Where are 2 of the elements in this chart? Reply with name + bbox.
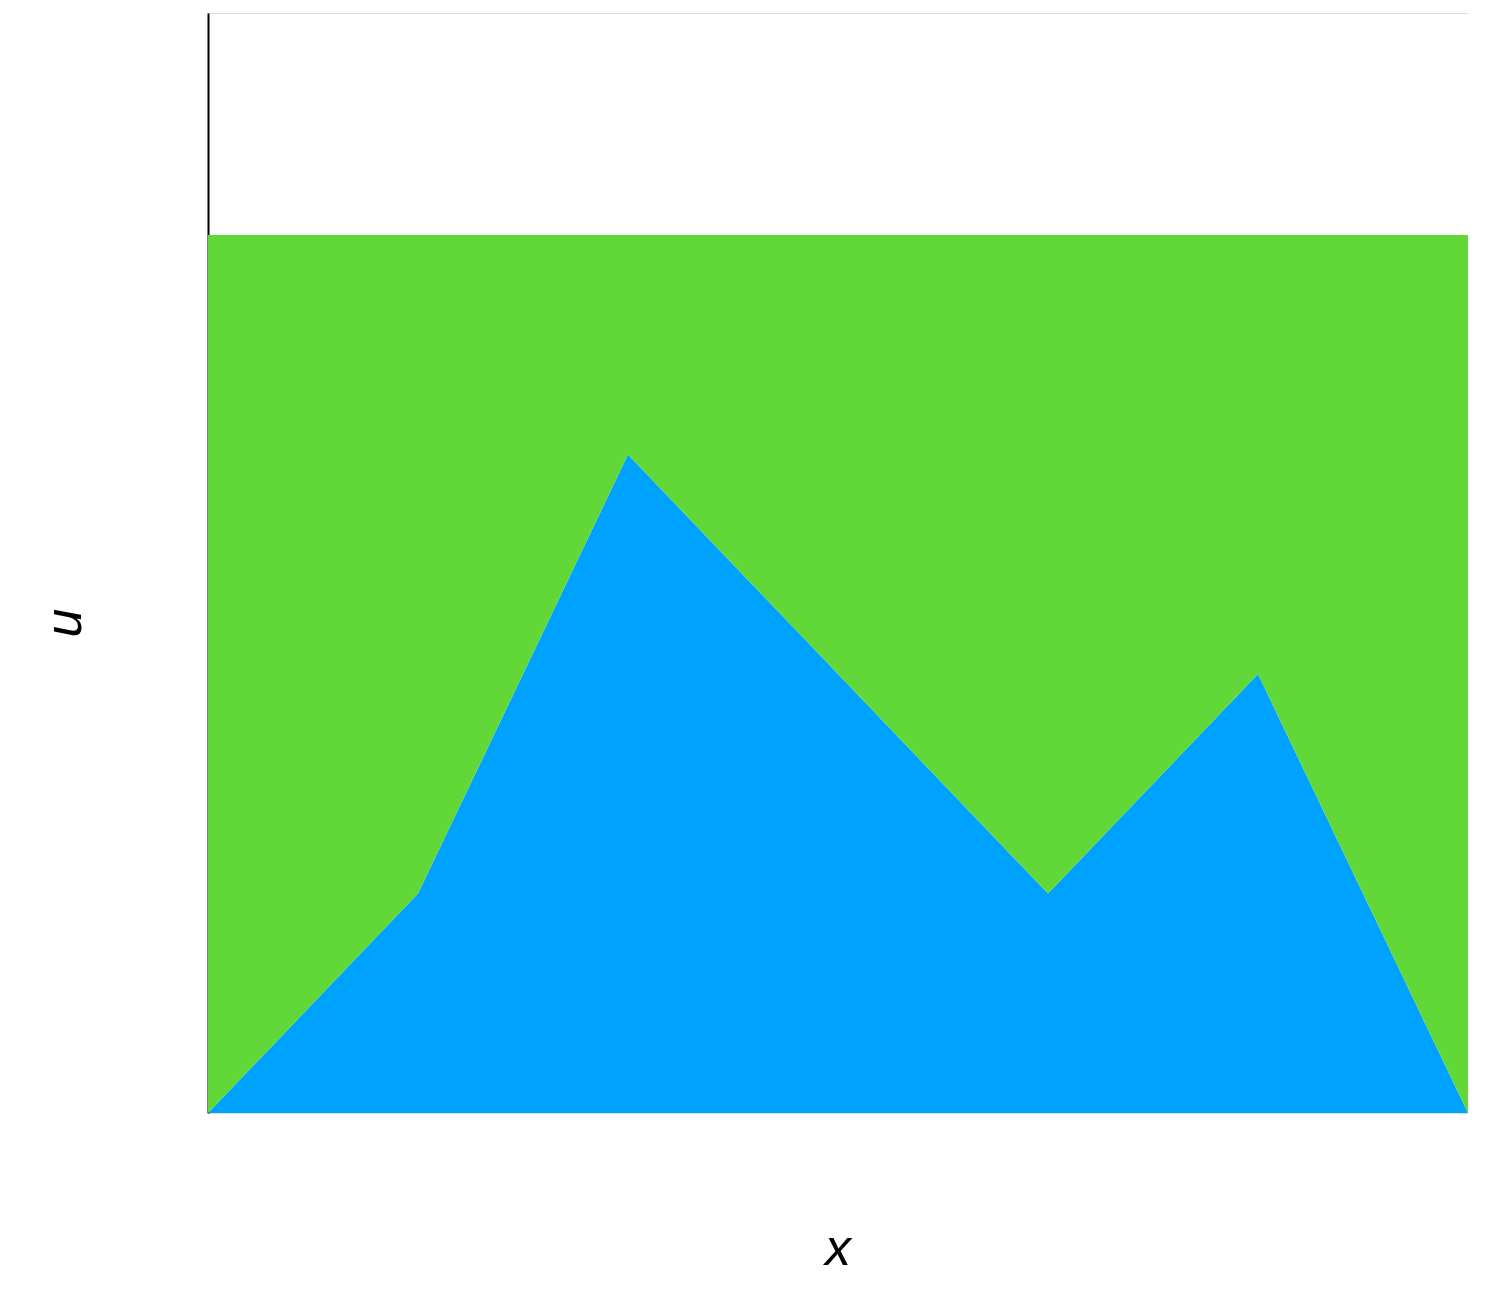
y-axis-title: u (34, 608, 92, 638)
x-axis-title: x (822, 1218, 853, 1276)
